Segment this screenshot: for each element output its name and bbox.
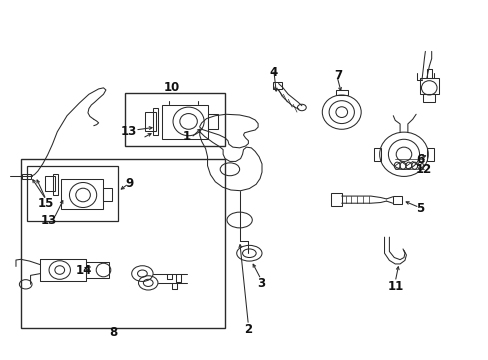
Bar — [53, 174, 58, 195]
Bar — [103, 188, 112, 201]
Text: 5: 5 — [416, 202, 424, 215]
Bar — [162, 105, 207, 139]
Text: 13: 13 — [121, 125, 137, 138]
Text: 13: 13 — [41, 214, 57, 227]
Text: 2: 2 — [244, 323, 252, 336]
Bar — [335, 90, 347, 95]
Bar — [27, 166, 118, 221]
Text: 8: 8 — [109, 326, 117, 339]
Text: 12: 12 — [414, 163, 431, 176]
Text: 4: 4 — [269, 66, 277, 79]
Bar — [144, 112, 155, 131]
Text: 3: 3 — [257, 277, 265, 290]
Text: 10: 10 — [163, 81, 179, 94]
Text: 15: 15 — [38, 197, 54, 211]
Bar — [392, 196, 401, 204]
Text: 14: 14 — [76, 264, 92, 277]
Bar — [373, 148, 380, 161]
Bar — [61, 179, 103, 209]
Bar — [207, 114, 217, 129]
Bar — [427, 148, 433, 161]
Bar — [153, 108, 158, 135]
Bar — [21, 158, 224, 328]
Bar — [419, 78, 438, 94]
Bar — [272, 82, 282, 89]
Bar — [45, 176, 55, 192]
Text: 1: 1 — [183, 130, 191, 143]
Bar — [85, 262, 109, 278]
Bar — [22, 174, 30, 179]
Bar — [423, 94, 434, 102]
Text: 9: 9 — [125, 177, 134, 190]
Bar — [125, 93, 224, 146]
Text: 7: 7 — [333, 69, 341, 82]
Bar — [330, 193, 341, 206]
Text: 11: 11 — [387, 280, 404, 293]
Text: 6: 6 — [416, 153, 424, 166]
